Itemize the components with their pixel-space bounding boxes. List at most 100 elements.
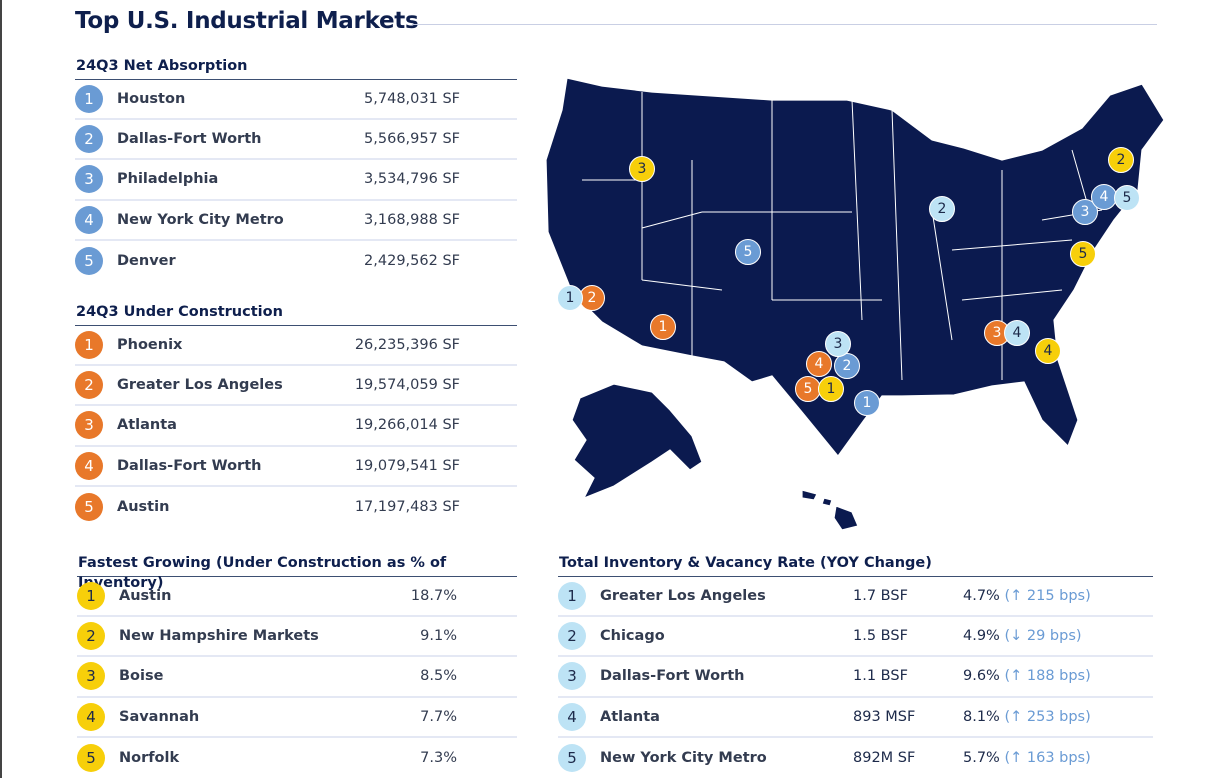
map-marker-fastest-growing: 2 xyxy=(1108,147,1134,173)
vacancy-rate: 4.9% xyxy=(963,628,1000,645)
market-name: Atlanta xyxy=(600,708,660,725)
table-row: 2 Greater Los Angeles 19,574,059 SF xyxy=(75,366,517,407)
vacancy-rate: 9.6% xyxy=(963,668,1000,685)
table-row: 3 Boise 8.5% xyxy=(77,657,517,698)
rank-badge: 3 xyxy=(77,662,105,691)
rank-badge: 2 xyxy=(558,622,586,651)
map-marker-net-absorption: 1 xyxy=(854,390,880,416)
market-name: Denver xyxy=(117,252,176,269)
table-row: 4 Savannah 7.7% xyxy=(77,698,517,738)
market-name: Dallas-Fort Worth xyxy=(117,457,262,474)
inventory-value: 1.1 BSF xyxy=(853,668,908,685)
hawaii-island-shape xyxy=(821,497,833,507)
map-marker-net-absorption: 4 xyxy=(1091,184,1117,210)
table-row: 1 Greater Los Angeles 1.7 BSF 4.7% (↑ 215… xyxy=(558,577,1153,618)
yoy-change: (↑ 163 bps) xyxy=(1004,749,1091,766)
rank-badge: 5 xyxy=(77,743,105,772)
net-absorption-table: 24Q3 Net Absorption 1 Houston 5,748,031 S… xyxy=(75,56,517,281)
alaska-shape xyxy=(571,383,703,500)
market-name: Dallas-Fort Worth xyxy=(117,131,262,148)
market-name: Austin xyxy=(117,498,170,515)
table-row: 3 Philadelphia 3,534,796 SF xyxy=(75,160,517,201)
rank-badge: 3 xyxy=(75,165,103,194)
rank-badge: 2 xyxy=(77,622,105,651)
vacancy-rate: 8.1% xyxy=(963,708,1000,725)
map-marker-net-absorption: 3 xyxy=(1072,199,1098,225)
vacancy-rate: 4.7% xyxy=(963,588,1000,605)
inventory-value: 893 MSF xyxy=(853,708,916,725)
map-marker-inventory: 4 xyxy=(1004,320,1030,346)
title-divider xyxy=(412,24,1157,25)
market-name: Boise xyxy=(119,668,164,685)
yoy-change: (↓ 29 bps) xyxy=(1004,628,1082,645)
inventory-table: Total Inventory & Vacancy Rate (YOY Chan… xyxy=(558,553,1153,778)
inventory-value: 892M SF xyxy=(853,749,916,766)
market-name: New York City Metro xyxy=(117,211,284,228)
rank-badge: 1 xyxy=(77,582,105,611)
rank-badge: 4 xyxy=(558,702,586,731)
market-value: 18.7% xyxy=(410,588,457,605)
market-name: Houston xyxy=(117,91,186,108)
table-row: 3 Atlanta 19,266,014 SF xyxy=(75,406,517,447)
market-name: Greater Los Angeles xyxy=(117,377,283,394)
map-marker-net-absorption: 5 xyxy=(735,239,761,265)
map-marker-inventory: 2 xyxy=(929,196,955,222)
table-row: 4 New York City Metro 3,168,988 SF xyxy=(75,201,517,241)
hawaii-shape xyxy=(801,489,818,501)
table-row: 4 Atlanta 893 MSF 8.1% (↑ 253 bps) xyxy=(558,698,1153,738)
market-value: 7.7% xyxy=(420,708,457,725)
rank-badge: 3 xyxy=(75,411,103,440)
table-row: 5 New York City Metro 892M SF 5.7% (↑ 163… xyxy=(558,738,1153,778)
market-value: 5,566,957 SF xyxy=(364,131,460,148)
rank-badge: 5 xyxy=(558,743,586,772)
map-marker-fastest-growing: 5 xyxy=(1070,241,1096,267)
market-value: 19,266,014 SF xyxy=(354,417,460,434)
market-value: 9.1% xyxy=(420,628,457,645)
rank-badge: 2 xyxy=(75,371,103,400)
table-row: 1 Houston 5,748,031 SF xyxy=(75,80,517,121)
table-row: 1 Phoenix 26,235,396 SF xyxy=(75,326,517,367)
map-marker-net-absorption: 2 xyxy=(834,353,860,379)
yoy-change: (↑ 188 bps) xyxy=(1004,668,1091,685)
market-value: 19,574,059 SF xyxy=(354,377,460,394)
yoy-change: (↑ 253 bps) xyxy=(1004,708,1091,725)
rank-badge: 1 xyxy=(558,582,586,611)
table-row: 2 Dallas-Fort Worth 5,566,957 SF xyxy=(75,120,517,161)
table-row: 4 Dallas-Fort Worth 19,079,541 SF xyxy=(75,447,517,487)
table-row: 1 Austin 18.7% xyxy=(77,577,517,618)
rank-badge: 4 xyxy=(75,205,103,234)
table-row: 5 Norfolk 7.3% xyxy=(77,738,517,778)
map-marker-inventory: 3 xyxy=(825,331,851,357)
market-value: 26,235,396 SF xyxy=(354,337,460,354)
market-name: New York City Metro xyxy=(600,749,767,766)
market-value: 17,197,483 SF xyxy=(354,498,460,515)
market-name: Norfolk xyxy=(119,749,180,766)
table-row: 5 Denver 2,429,562 SF xyxy=(75,241,517,281)
rank-badge: 3 xyxy=(558,662,586,691)
market-name: Phoenix xyxy=(117,337,183,354)
map-marker-inventory: 5 xyxy=(1114,185,1140,211)
rank-badge: 4 xyxy=(77,702,105,731)
map-marker-inventory: 1 xyxy=(557,285,583,311)
map-marker-under-construction: 5 xyxy=(795,376,821,402)
vacancy-rate: 5.7% xyxy=(963,749,1000,766)
table-row: 5 Austin 17,197,483 SF xyxy=(75,487,517,527)
market-name: Chicago xyxy=(600,628,665,645)
rank-badge: 4 xyxy=(75,451,103,480)
rank-badge: 1 xyxy=(75,85,103,114)
rank-badge: 5 xyxy=(75,246,103,275)
rank-badge: 2 xyxy=(75,125,103,154)
market-value: 8.5% xyxy=(420,668,457,685)
map-marker-fastest-growing: 4 xyxy=(1035,338,1061,364)
inventory-value: 1.7 BSF xyxy=(853,588,908,605)
table-row: 2 Chicago 1.5 BSF 4.9% (↓ 29 bps) xyxy=(558,617,1153,658)
under-construction-table: 24Q3 Under Construction 1 Phoenix 26,235,… xyxy=(75,302,517,527)
yoy-change: (↑ 215 bps) xyxy=(1004,588,1091,605)
hawaii-big-island-shape xyxy=(833,505,859,531)
inventory-value: 1.5 BSF xyxy=(853,628,908,645)
net-absorption-heading: 24Q3 Net Absorption xyxy=(75,56,517,80)
market-value: 7.3% xyxy=(420,749,457,766)
market-value: 3,534,796 SF xyxy=(364,171,460,188)
market-name: Philadelphia xyxy=(117,171,219,188)
